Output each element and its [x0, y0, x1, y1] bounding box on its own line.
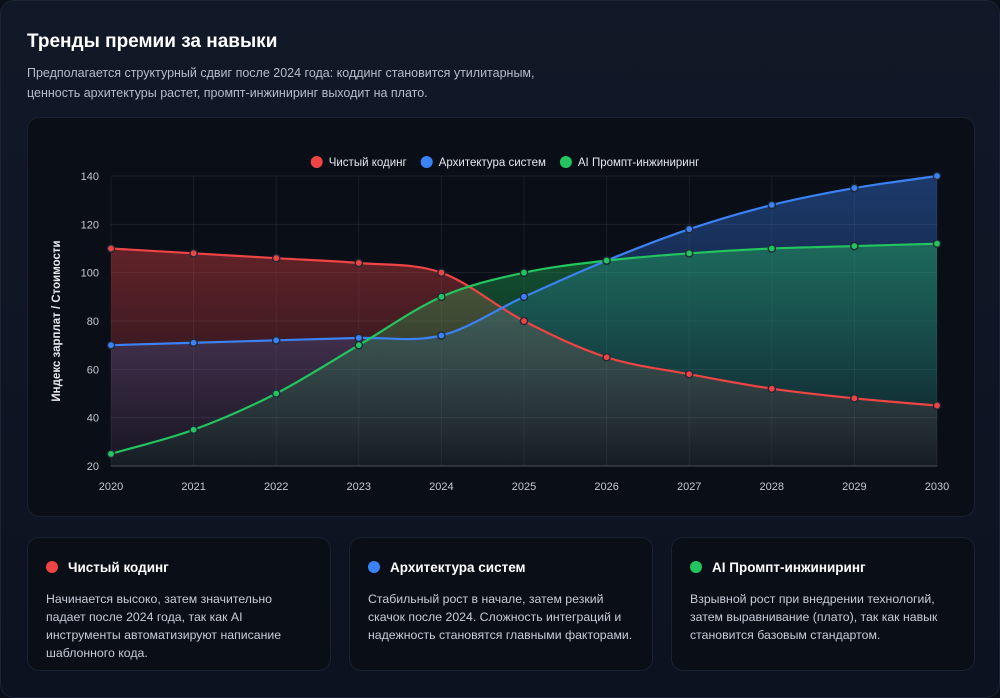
- axes: 20 40 60 80 100 120 140 2020 2021 2022 2023 2024 202…: [51, 171, 949, 493]
- legend-dot: [559, 156, 572, 168]
- y-tick-label: 80: [87, 316, 99, 328]
- data-point: [932, 239, 942, 248]
- data-point: [437, 268, 446, 277]
- data-point: [354, 333, 364, 343]
- y-axis-label: Индекс зарплат / Стоимости: [51, 240, 63, 401]
- page-subtitle: Предполагается структурный сдвиг после 2…: [27, 66, 535, 100]
- card-text: Начинается высоко, затем значительно пад…: [46, 592, 282, 660]
- legend-label: Архитектура систем: [439, 157, 546, 169]
- data-point: [850, 183, 859, 193]
- data-point: [767, 244, 777, 253]
- data-point: [189, 338, 198, 348]
- data-point: [684, 369, 694, 379]
- y-tick-label: 100: [81, 268, 99, 280]
- card-dot: [690, 561, 702, 573]
- x-tick-label: 2025: [512, 481, 536, 493]
- card-ai-prompt-engineering: AI Промпт-инжиниринг Взрывной рост при в…: [671, 537, 975, 671]
- data-point: [519, 292, 529, 302]
- data-point: [850, 241, 859, 251]
- x-tick-label: 2022: [264, 481, 288, 493]
- x-tick-label: 2030: [925, 481, 949, 493]
- data-point: [519, 268, 529, 277]
- legend-label: AI Промпт-инжиниринг: [578, 157, 699, 169]
- data-point: [437, 292, 446, 302]
- y-tick-label: 140: [81, 171, 99, 183]
- data-point: [767, 384, 777, 393]
- data-point: [271, 389, 281, 398]
- data-point: [106, 449, 116, 459]
- x-tick-label: 2029: [842, 481, 866, 493]
- y-tick-label: 120: [81, 219, 99, 231]
- legend: Чистый кодинг Архитектура систем AI Промпт…: [310, 156, 699, 169]
- x-tick-label: 2021: [181, 481, 205, 493]
- data-point: [932, 171, 942, 181]
- x-tick-label: 2020: [99, 481, 123, 493]
- card-title: Архитектура систем: [390, 559, 526, 575]
- y-tick-label: 40: [87, 413, 99, 425]
- x-tick-label: 2023: [347, 481, 371, 493]
- data-point: [684, 224, 694, 234]
- series-0: [106, 244, 942, 410]
- legend-dot: [310, 156, 323, 168]
- x-tick-label: 2028: [760, 481, 784, 493]
- data-point: [767, 200, 777, 210]
- x-tick-label: 2027: [677, 481, 701, 493]
- x-tick-label: 2026: [594, 481, 618, 493]
- data-point: [189, 425, 198, 435]
- data-point: [932, 401, 942, 410]
- x-tick-label: 2024: [429, 481, 453, 493]
- legend-item: AI Промпт-инжиниринг: [559, 156, 699, 169]
- data-point: [271, 253, 281, 263]
- page-title: Тренды премии за навыки: [27, 31, 278, 52]
- card-dot: [368, 561, 380, 573]
- legend-label: Чистый кодинг: [329, 157, 407, 169]
- data-point: [106, 244, 116, 253]
- legend-item: Архитектура систем: [420, 156, 546, 169]
- data-point: [602, 256, 611, 265]
- legend-dot: [420, 156, 433, 168]
- data-point: [106, 340, 116, 350]
- data-point: [189, 249, 198, 258]
- card-system-architecture: Архитектура систем Стабильный рост в нач…: [349, 537, 653, 671]
- data-point: [437, 331, 446, 340]
- y-tick-label: 60: [87, 364, 99, 376]
- line-chart: 20 40 60 80 100 120 140 2020 2021 2022 2023 2024 202…: [51, 156, 949, 493]
- series-area: [111, 243, 937, 466]
- data-point: [684, 249, 694, 258]
- data-point: [519, 316, 529, 326]
- legend-item: Чистый кодинг: [310, 156, 407, 169]
- card-pure-coding: Чистый кодинг Начинается высоко, затем з…: [27, 537, 331, 671]
- card-text: Стабильный рост в начале, затем резкий с…: [368, 592, 633, 642]
- data-point: [354, 258, 364, 268]
- data-point: [271, 336, 281, 345]
- card-title: AI Промпт-инжиниринг: [712, 559, 866, 575]
- data-point: [354, 340, 364, 350]
- data-point: [602, 352, 611, 362]
- card-text: Взрывной рост при внедрении технологий, …: [690, 592, 938, 642]
- y-tick-label: 20: [87, 461, 99, 473]
- series-2: [106, 239, 942, 459]
- data-point: [850, 394, 859, 403]
- card-title: Чистый кодинг: [68, 559, 169, 575]
- chart-card: 20 40 60 80 100 120 140 2020 2021 2022 2023 2024 202…: [27, 117, 975, 517]
- card-dot: [46, 561, 58, 573]
